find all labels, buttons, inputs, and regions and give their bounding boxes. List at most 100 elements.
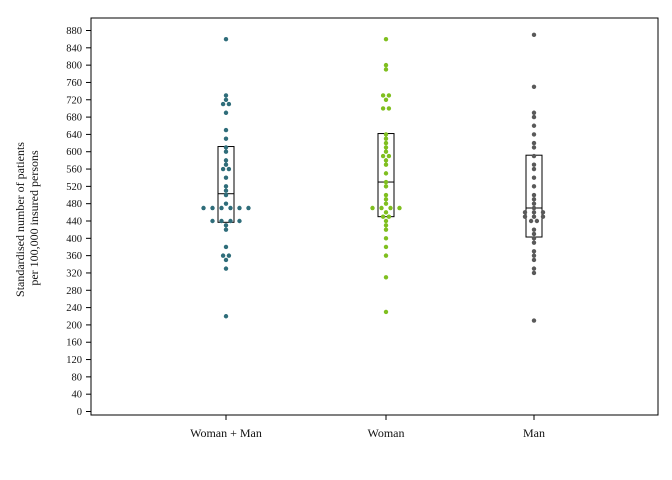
data-point	[223, 175, 229, 180]
y-tick-label: 160	[66, 338, 82, 349]
y-tick-label: 640	[66, 130, 82, 141]
data-point	[219, 205, 224, 211]
data-point	[531, 227, 537, 232]
y-tick-label: 40	[72, 390, 83, 401]
data-point	[531, 257, 537, 263]
y-tick-label: 360	[66, 251, 82, 262]
data-point	[223, 314, 229, 319]
data-point	[383, 67, 389, 72]
data-point	[540, 214, 546, 219]
data-point	[531, 236, 537, 241]
data-point	[220, 166, 226, 172]
y-tick-label: 320	[66, 268, 82, 279]
data-point	[383, 145, 389, 150]
data-point	[531, 253, 537, 258]
data-point	[380, 93, 386, 98]
y-tick-label: 440	[66, 217, 82, 228]
data-point	[383, 210, 389, 215]
data-point	[383, 309, 389, 315]
x-axis: Woman + Man Woman Man	[190, 415, 545, 440]
y-axis: 0 40 80 120 160 200 240 280 320 360 400 440 480 520 56…	[66, 26, 91, 418]
y-axis-title-line-1: Standardised number of patients	[13, 142, 27, 297]
data-point	[223, 127, 229, 133]
data-point	[223, 162, 229, 167]
data-point	[219, 218, 224, 224]
data-point	[223, 266, 229, 271]
data-point	[531, 140, 537, 146]
y-tick-label: 80	[72, 372, 83, 383]
data-point	[237, 205, 242, 211]
data-point	[531, 266, 537, 271]
data-point	[531, 318, 537, 323]
data-point	[370, 205, 375, 211]
data-point	[531, 184, 537, 189]
data-point	[223, 201, 229, 206]
data-point	[226, 166, 232, 172]
box-group	[217, 133, 543, 238]
data-point	[531, 214, 537, 219]
y-tick-label: 120	[66, 355, 82, 366]
data-point	[223, 188, 229, 193]
data-point	[223, 110, 229, 115]
y-tick-label: 560	[66, 165, 82, 176]
y-tick-label: 400	[66, 234, 82, 245]
data-point	[380, 106, 386, 111]
data-point	[522, 210, 528, 215]
y-tick-label: 880	[66, 26, 82, 37]
data-point	[383, 162, 389, 167]
data-point	[383, 275, 389, 280]
data-point	[540, 210, 546, 215]
data-point	[522, 214, 528, 219]
data-point	[388, 205, 393, 211]
data-point	[228, 205, 233, 211]
y-tick-label: 200	[66, 320, 82, 331]
data-point	[223, 257, 229, 263]
data-point	[223, 36, 229, 42]
data-point	[383, 227, 389, 232]
data-point	[383, 197, 389, 202]
data-point	[246, 205, 251, 211]
data-point	[534, 218, 540, 224]
y-axis-title-line-2: per 100,000 insured persons	[27, 150, 41, 286]
data-point	[383, 171, 389, 176]
data-point	[386, 93, 392, 98]
data-point	[531, 201, 537, 206]
data-point	[223, 244, 229, 250]
data-point	[223, 97, 229, 102]
data-point	[383, 140, 389, 146]
data-point	[383, 62, 389, 68]
data-point	[223, 93, 229, 98]
y-tick-label: 480	[66, 199, 82, 210]
y-tick-label: 840	[66, 43, 82, 54]
data-point	[397, 205, 402, 211]
data-point	[223, 227, 229, 232]
data-point	[386, 153, 392, 159]
y-tick-label: 800	[66, 61, 82, 72]
data-point	[531, 205, 537, 211]
data-point	[531, 210, 537, 215]
y-tick-label: 240	[66, 303, 82, 314]
data-point	[531, 114, 537, 120]
data-point	[386, 106, 392, 111]
y-tick-label: 520	[66, 182, 82, 193]
data-point	[220, 101, 226, 107]
data-point	[383, 132, 389, 137]
data-point	[379, 205, 384, 211]
data-point	[383, 253, 389, 258]
data-point	[531, 84, 537, 89]
data-point	[210, 205, 215, 211]
x-category-label: Woman + Man	[190, 426, 262, 440]
data-point	[223, 136, 229, 141]
y-tick-label: 0	[77, 407, 82, 418]
x-category-label: Woman	[367, 426, 404, 440]
data-point	[531, 32, 537, 38]
data-point	[380, 153, 386, 159]
data-point	[531, 231, 537, 237]
data-point	[383, 149, 389, 154]
plot-frame	[90, 17, 659, 416]
data-point	[383, 184, 389, 189]
y-tick-label: 600	[66, 147, 82, 158]
data-point	[531, 123, 537, 128]
data-point	[223, 184, 229, 189]
